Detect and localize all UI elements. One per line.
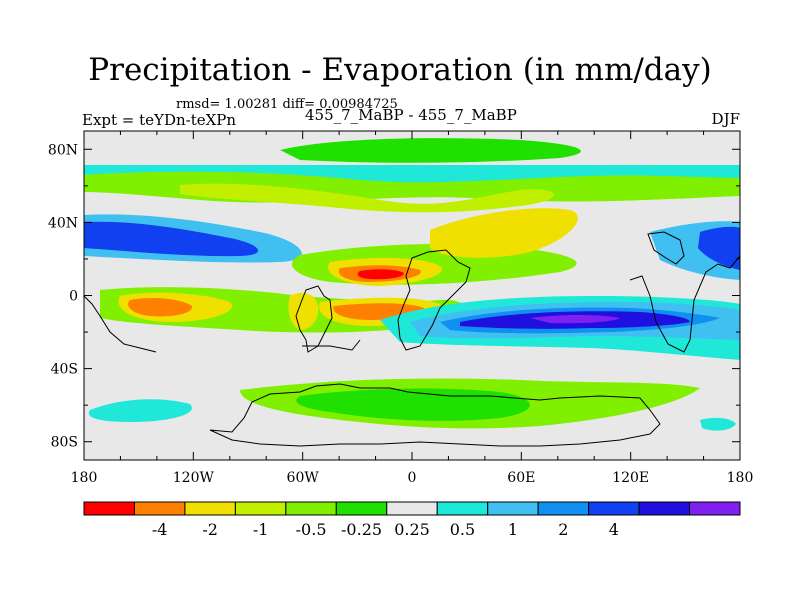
outline-africa: [397, 249, 471, 351]
colorbar-swatch: [83, 501, 135, 516]
colorbar-swatch: [285, 501, 337, 516]
colorbar-label: -0.25: [341, 520, 382, 539]
contour-pacific-yellow: [430, 208, 578, 258]
contour-indo-violet: [530, 315, 620, 324]
colorbar-swatch: [638, 501, 691, 516]
colorbar-swatch: [588, 501, 640, 516]
outline-antarctica: [209, 383, 661, 447]
experiment-label: Expt = teYDn-teXPn: [82, 111, 237, 129]
x-tick-label: 120E: [612, 470, 649, 486]
y-tick-label: 0: [69, 289, 78, 305]
contour-subtropical-red: [357, 269, 404, 280]
y-tick-label: 80S: [51, 435, 78, 451]
colorbar-swatch: [386, 501, 438, 516]
colorbar: -4 -2 -1 -0.5 -0.25 0.25 0.5 1 2 4: [83, 501, 741, 539]
plot-title: Precipitation - Evaporation (in mm/day): [88, 52, 712, 88]
x-tick-label: 120W: [173, 470, 215, 486]
colorbar-swatch: [133, 501, 186, 516]
contour-northern-lime-band: [180, 183, 554, 213]
colorbar-label: 2: [558, 520, 568, 539]
contour-southern-cyan-west: [88, 399, 192, 422]
colorbar-swatch: [436, 501, 489, 516]
colorbar-swatch: [689, 501, 741, 516]
x-axis: 180 120W 60W 0 60E 120E 180: [71, 131, 754, 486]
x-tick-label: 60E: [507, 470, 535, 486]
colorbar-swatch: [537, 501, 590, 516]
case-label: 455_7_MaBP - 455_7_MaBP: [305, 106, 517, 124]
x-tick-label: 0: [408, 470, 417, 486]
y-axis: 80N 40N 0 40S 80S: [48, 142, 740, 451]
x-tick-label: 180: [71, 470, 98, 486]
colorbar-label: 0.5: [450, 520, 475, 539]
contour-southern-cyan-east: [700, 417, 736, 431]
contour-central-dry-patch: [288, 292, 319, 330]
outline-central-landmass: [302, 339, 361, 351]
y-tick-label: 40N: [48, 215, 78, 231]
y-tick-label: 80N: [48, 142, 78, 158]
contour-wet-band-west-core: [84, 221, 259, 257]
contour-tropical-orange-west: [128, 298, 193, 317]
contour-arctic-band: [280, 138, 581, 163]
contour-field: [84, 131, 740, 460]
colorbar-label: -1: [253, 520, 269, 539]
colorbar-swatch: [487, 501, 539, 516]
colorbar-swatch: [335, 501, 388, 516]
x-tick-label: 180: [727, 470, 754, 486]
outline-western-coast: [84, 295, 157, 353]
outline-australia: [629, 255, 740, 353]
continent-outlines: [84, 231, 740, 447]
colorbar-label: 1: [508, 520, 518, 539]
season-label: DJF: [711, 110, 740, 128]
colorbar-label: -4: [152, 520, 168, 539]
colorbar-swatch: [184, 501, 236, 516]
colorbar-swatch: [234, 501, 287, 516]
colorbar-label: 4: [609, 520, 619, 539]
contour-southern-bright-band: [296, 388, 530, 421]
outline-pacific-islands: [647, 231, 685, 265]
y-tick-label: 40S: [51, 362, 78, 378]
x-tick-label: 60W: [287, 470, 320, 486]
contour-wet-band-east-core: [698, 226, 740, 270]
colorbar-label: -0.5: [296, 520, 327, 539]
colorbar-label: -2: [202, 520, 218, 539]
stats-label: rmsd= 1.00281 diff= 0.00984725: [176, 97, 398, 112]
colorbar-label: 0.25: [394, 520, 430, 539]
